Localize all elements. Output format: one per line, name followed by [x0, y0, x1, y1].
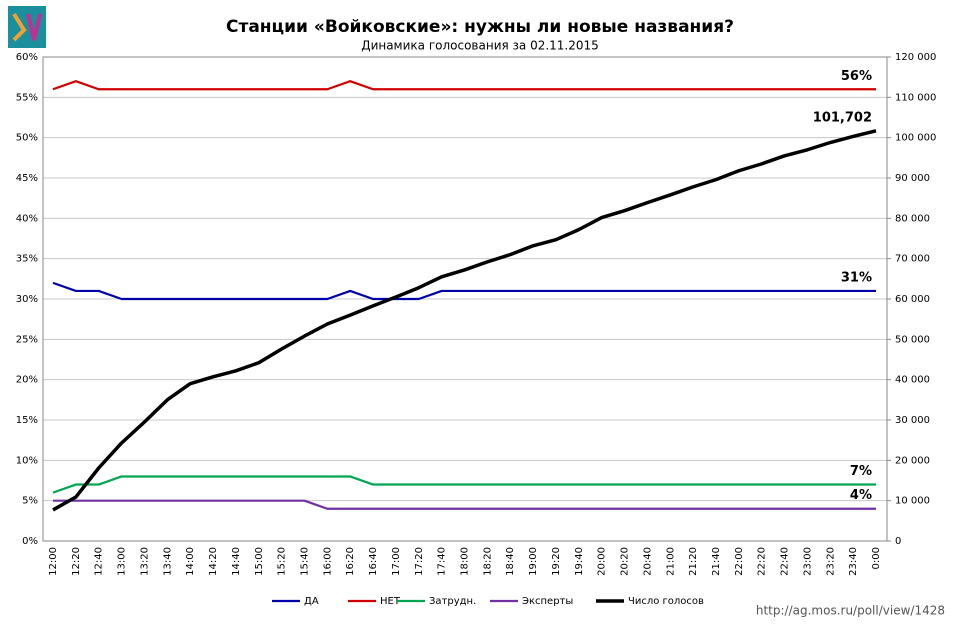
y2-tick-label: 110 000 [895, 92, 936, 103]
x-tick-label: 15:00 [254, 547, 265, 576]
x-tick-label: 16:00 [322, 547, 333, 576]
y-tick-label: 10% [16, 455, 38, 466]
x-tick-label: 23:00 [802, 547, 813, 576]
y-tick-label: 35% [16, 254, 38, 265]
x-tick-label: 20:00 [597, 547, 608, 576]
x-tick-label: 21:00 [665, 547, 676, 576]
x-tick-label: 12:20 [71, 547, 82, 576]
x-tick-label: 22:40 [780, 547, 791, 576]
source: http://ag.mos.ru/poll/view/1428 [756, 604, 945, 618]
legend-label: Затрудн. [429, 596, 476, 607]
y-tick-label: 0% [22, 536, 38, 547]
value-label: 31% [841, 270, 872, 285]
series-line [53, 499, 876, 510]
y-tick-label: 30% [16, 294, 38, 305]
legend-label: Эксперты [522, 596, 573, 607]
x-tick-label: 17:20 [414, 547, 425, 576]
y-tick-label: 20% [16, 375, 38, 386]
y-tick-label: 5% [22, 496, 38, 507]
chart-title: Станции «Войковские»: нужны ли новые наз… [226, 17, 734, 37]
x-tick-label: 16:20 [345, 547, 356, 576]
legend-label: НЕТ [380, 596, 401, 607]
chart-subtitle: Динамика голосования за 02.11.2015 [361, 39, 599, 53]
series-line [52, 129, 877, 512]
x-tick-label: 19:00 [528, 547, 539, 576]
x-tick-label: 17:40 [437, 547, 448, 576]
value-label: 4% [850, 488, 872, 503]
x-tick-label: 23:20 [825, 547, 836, 576]
x-tick-label: 14:20 [208, 547, 219, 576]
x-tick-label: 12:40 [94, 547, 105, 576]
x-tick-label: 18:00 [460, 547, 471, 576]
legend-label: Число голосов [628, 596, 704, 607]
y2-tick-label: 30 000 [895, 415, 930, 426]
plot-border [42, 56, 888, 542]
y2-tick-label: 100 000 [895, 133, 936, 144]
x-tick-label: 12:00 [48, 547, 59, 576]
x-tick-label: 23:40 [848, 547, 859, 576]
y-tick-label: 55% [16, 92, 38, 103]
y2-tick-label: 120 000 [895, 52, 936, 63]
x-tick-label: 16:40 [368, 547, 379, 576]
x-tick-label: 22:00 [734, 547, 745, 576]
y2-tick-label: 70 000 [895, 254, 930, 265]
series-line [52, 281, 876, 301]
y-tick-label: 60% [16, 52, 38, 63]
x-tick-label: 13:00 [117, 547, 128, 576]
y-tick-label: 40% [16, 213, 38, 224]
value-label: 7% [850, 464, 872, 479]
y-tick-label: 15% [16, 415, 38, 426]
x-tick-label: 18:40 [505, 547, 516, 576]
x-tick-label: 20:40 [642, 547, 653, 576]
logo [8, 6, 46, 48]
y-tick-label: 45% [16, 173, 38, 184]
x-tick-label: 14:40 [231, 547, 242, 576]
y2-tick-label: 80 000 [895, 213, 930, 224]
y-tick-label: 50% [16, 133, 38, 144]
x-tick-label: 13:40 [162, 547, 173, 576]
x-tick-label: 15:20 [277, 547, 288, 576]
value-label: 56% [841, 69, 872, 84]
x-tick-label: 19:20 [551, 547, 562, 576]
y2-tick-label: 50 000 [895, 334, 930, 345]
y2-tick-label: 90 000 [895, 173, 930, 184]
x-tick-label: 0:00 [871, 547, 882, 569]
y2-tick-label: 10 000 [895, 496, 930, 507]
x-tick-label: 22:20 [757, 547, 768, 576]
x-tick-label: 17:00 [391, 547, 402, 576]
y2-tick-label: 20 000 [895, 455, 930, 466]
legend-label: ДА [304, 596, 319, 607]
x-tick-label: 19:40 [574, 547, 585, 576]
x-tick-label: 13:20 [139, 547, 150, 576]
y2-tick-label: 0 [895, 536, 901, 547]
series-line [52, 80, 876, 91]
x-tick-label: 14:00 [185, 547, 196, 576]
y2-tick-label: 60 000 [895, 294, 930, 305]
series-line [52, 475, 876, 494]
y-tick-label: 25% [16, 334, 38, 345]
x-tick-label: 20:20 [620, 547, 631, 576]
value-label: 101,702 [813, 110, 872, 125]
x-tick-label: 15:40 [299, 547, 310, 576]
x-tick-label: 21:20 [688, 547, 699, 576]
y2-tick-label: 40 000 [895, 375, 930, 386]
x-tick-label: 21:40 [711, 547, 722, 576]
x-tick-label: 18:20 [482, 547, 493, 576]
